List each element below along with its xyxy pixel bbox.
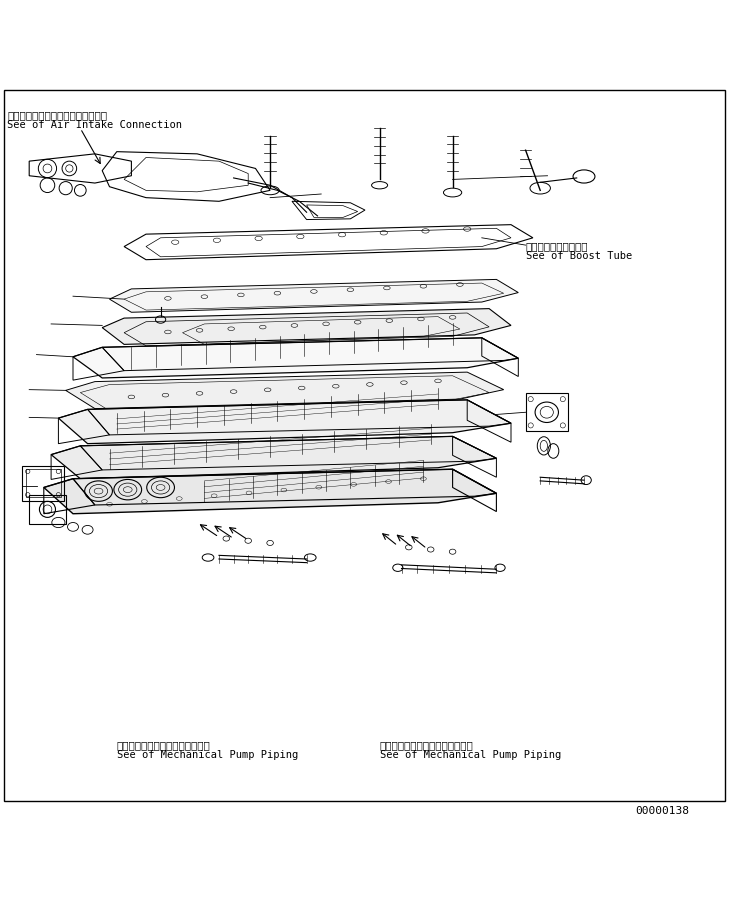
Text: メカニカルポンプパイピング参照: メカニカルポンプパイピング参照 xyxy=(380,740,473,750)
Polygon shape xyxy=(66,372,504,409)
Text: 00000138: 00000138 xyxy=(635,806,689,815)
Polygon shape xyxy=(44,469,496,513)
Text: See of Mechanical Pump Piping: See of Mechanical Pump Piping xyxy=(117,750,298,760)
Bar xyxy=(29,494,66,524)
Bar xyxy=(22,466,64,501)
Polygon shape xyxy=(110,280,518,312)
Text: ブーストチューブ参照: ブーストチューブ参照 xyxy=(526,242,588,252)
Text: See of Air Intake Connection: See of Air Intake Connection xyxy=(7,120,182,129)
Text: メカニカルポンプパイピング参照: メカニカルポンプパイピング参照 xyxy=(117,740,210,750)
Text: エアーインテークコネクション参照: エアーインテークコネクション参照 xyxy=(7,110,107,120)
Polygon shape xyxy=(73,338,518,378)
Bar xyxy=(26,469,61,497)
Bar xyxy=(526,393,568,432)
Polygon shape xyxy=(58,400,511,444)
Text: See of Boost Tube: See of Boost Tube xyxy=(526,251,632,261)
Text: See of Mechanical Pump Piping: See of Mechanical Pump Piping xyxy=(380,750,561,760)
Polygon shape xyxy=(51,436,496,478)
Polygon shape xyxy=(102,308,511,344)
